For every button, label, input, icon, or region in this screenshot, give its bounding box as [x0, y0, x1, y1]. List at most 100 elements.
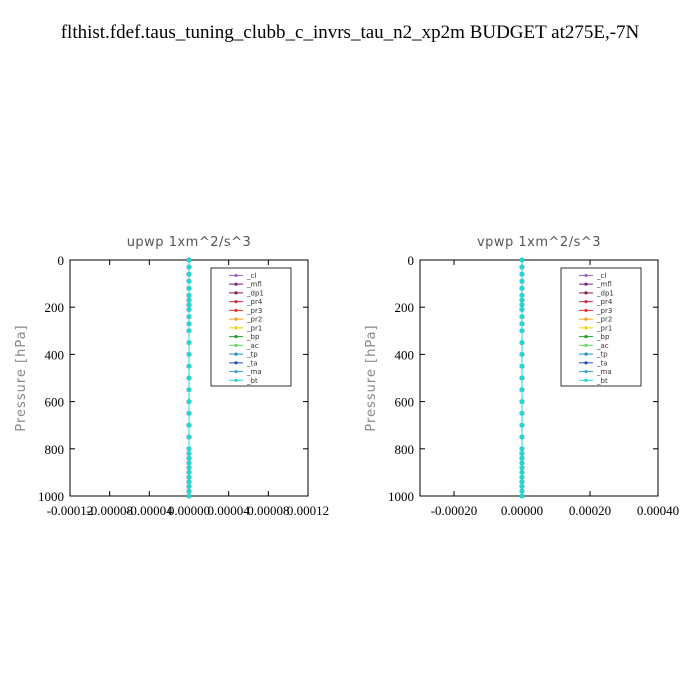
chart1-xtick-label: -0.00012: [47, 503, 94, 518]
chart1-legend-marker_pr3: [234, 308, 238, 312]
chart2-legend-label_cl: _cl: [596, 272, 606, 280]
chart2-y-axis-label: Pressure [hPa]: [364, 324, 379, 431]
chart1-point_bt: [186, 264, 192, 270]
chart2-point_bt: [519, 307, 525, 312]
chart1-legend: _cl_mfl_dp1_pr4_pr3_pr2_pr1_bp_ac_tp_ta_…: [210, 267, 292, 387]
chart2-legend-label_ma: _ma: [596, 368, 612, 376]
chart1-point_bt: [186, 387, 192, 393]
chart1-legend-marker_bp: [234, 335, 238, 339]
chart2-title: vpwp 1xm^2/s^3: [477, 235, 601, 250]
chart2-legend-marker_cl: [584, 273, 588, 278]
chart1-point_bt: [186, 399, 192, 404]
chart1-point_bt: [186, 470, 192, 475]
chart2-point_bt: [519, 257, 525, 263]
chart1-ytick-label: 800: [45, 442, 65, 457]
chart2-point_bt: [519, 302, 525, 308]
chart2-legend-label_bt: _bt: [596, 377, 608, 385]
chart1-point_bt: [186, 446, 192, 452]
page-title: flthist.fdef.taus_tuning_clubb_c_invrs_t…: [60, 22, 640, 43]
chart2-legend-marker_pr3: [584, 308, 588, 312]
chart2-legend-marker_tp: [584, 352, 588, 356]
chart2-legend-marker_dp1: [584, 291, 588, 295]
chart1-ytick-label: 600: [45, 395, 65, 410]
chart2-legend: _cl_mfl_dp1_pr4_pr3_pr2_pr1_bp_ac_tp_ta_…: [560, 267, 642, 387]
chart2-legend-label_ta: _ta: [596, 359, 608, 367]
chart2-point_bt: [519, 411, 525, 416]
chart1-legend-label_pr4: _pr4: [246, 298, 263, 306]
chart2-xtick-label: -0.00020: [431, 503, 478, 518]
chart1-legend-marker_mfl: [234, 282, 238, 286]
chart2-point_bt: [519, 286, 525, 291]
chart1-point_bt: [186, 293, 192, 298]
chart1-legend-label_tp: _tp: [246, 351, 258, 359]
chart1-legend-marker_pr2: [234, 317, 238, 321]
chart1-point_bt: [186, 328, 192, 334]
chart1-legend-marker_bt: [234, 378, 238, 382]
chart1-legend-label_ma: _ma: [246, 368, 262, 376]
chart2-ytick-label: 0: [408, 253, 415, 268]
chart2-point_bt: [519, 422, 525, 428]
chart1-legend-marker_dp1: [234, 291, 238, 295]
chart1-xtick-label: 0.00004: [208, 503, 251, 518]
chart1-point_bt: [186, 434, 192, 440]
chart1-xtick-label: -0.00004: [126, 503, 173, 518]
chart2-point_bt: [519, 446, 525, 452]
chart2-ytick-label: 800: [395, 442, 415, 457]
chart1-legend-marker_cl: [234, 273, 238, 278]
chart2-point_bt: [519, 474, 525, 480]
chart2-xtick-label: 0.00020: [569, 503, 611, 518]
chart1-legend-label_cl: _cl: [246, 272, 256, 280]
chart2-ytick-label: 1000: [388, 489, 414, 504]
chart1-point_bt: [186, 314, 192, 319]
chart1-point_bt: [186, 278, 192, 284]
chart2-point_bt: [519, 321, 525, 327]
chart1-legend-label_mfl: _mfl: [246, 281, 262, 289]
chart1-xtick-label: 0.00000: [168, 503, 210, 518]
chart1-point_bt: [186, 340, 192, 345]
chart1-ytick-label: 400: [45, 347, 65, 362]
chart2-legend-marker_ac: [584, 343, 588, 347]
chart1-legend-label_bp: _bp: [246, 333, 260, 341]
chart2-legend-marker_mfl: [584, 282, 588, 286]
chart2-point_bt: [519, 488, 525, 494]
chart2-xtick-label: 0.00000: [501, 503, 543, 518]
chart2-point_bt: [519, 314, 525, 319]
chart2-legend-label_pr3: _pr3: [596, 307, 612, 315]
chart1-point_bt: [186, 465, 192, 470]
chart2-legend-label_pr2: _pr2: [596, 316, 612, 324]
chart2-legend-marker_bp: [584, 335, 588, 339]
chart2-legend-label_tp: _tp: [596, 351, 608, 359]
chart2-point_bt: [519, 434, 525, 440]
chart1-ytick-label: 1000: [38, 489, 64, 504]
chart2-point_bt: [519, 451, 525, 456]
chart1-point_bt: [186, 257, 192, 263]
chart2-point_bt: [519, 363, 525, 369]
chart2-point_bt: [519, 399, 525, 404]
chart1-point_bt: [186, 460, 192, 466]
chart1-legend-label_ta: _ta: [246, 359, 258, 367]
chart1-legend-marker_pr1: [234, 326, 238, 330]
chart1-legend-marker_ta: [234, 361, 238, 365]
chart2: vpwp 1xm^2/s^3 Pressure [hPa] 0 200 400 600 80…: [364, 235, 679, 518]
chart1-title: upwp 1xm^2/s^3: [127, 235, 252, 250]
chart1-legend-marker_ac: [234, 343, 238, 347]
chart1-legend-marker_tp: [234, 352, 238, 356]
chart1-ytick-label: 200: [45, 300, 65, 315]
chart2-point_bt: [519, 271, 525, 277]
chart2-point_bt: [519, 479, 525, 485]
chart1-point_bt: [186, 479, 192, 485]
chart1-point_bt: [186, 352, 192, 357]
chart1-legend-label_dp1: _dp1: [246, 289, 264, 297]
chart2-point_bt: [519, 465, 525, 470]
chart2-legend-marker_ma: [584, 369, 588, 374]
chart1: upwp 1xm^2/s^3 Pressure [hPa] 0 200 400 600 80…: [14, 235, 329, 518]
chart2-point_bt: [519, 470, 525, 475]
chart2-point_bt: [519, 460, 525, 466]
chart2-legend-label_pr4: _pr4: [596, 298, 613, 306]
chart2-legend-label_pr1: _pr1: [596, 324, 612, 332]
chart1-legend-label_pr2: _pr2: [246, 316, 262, 324]
chart2-point_bt: [519, 455, 525, 461]
chart2-point_bt: [519, 387, 525, 393]
chart1-legend-label_bt: _bt: [246, 377, 258, 385]
